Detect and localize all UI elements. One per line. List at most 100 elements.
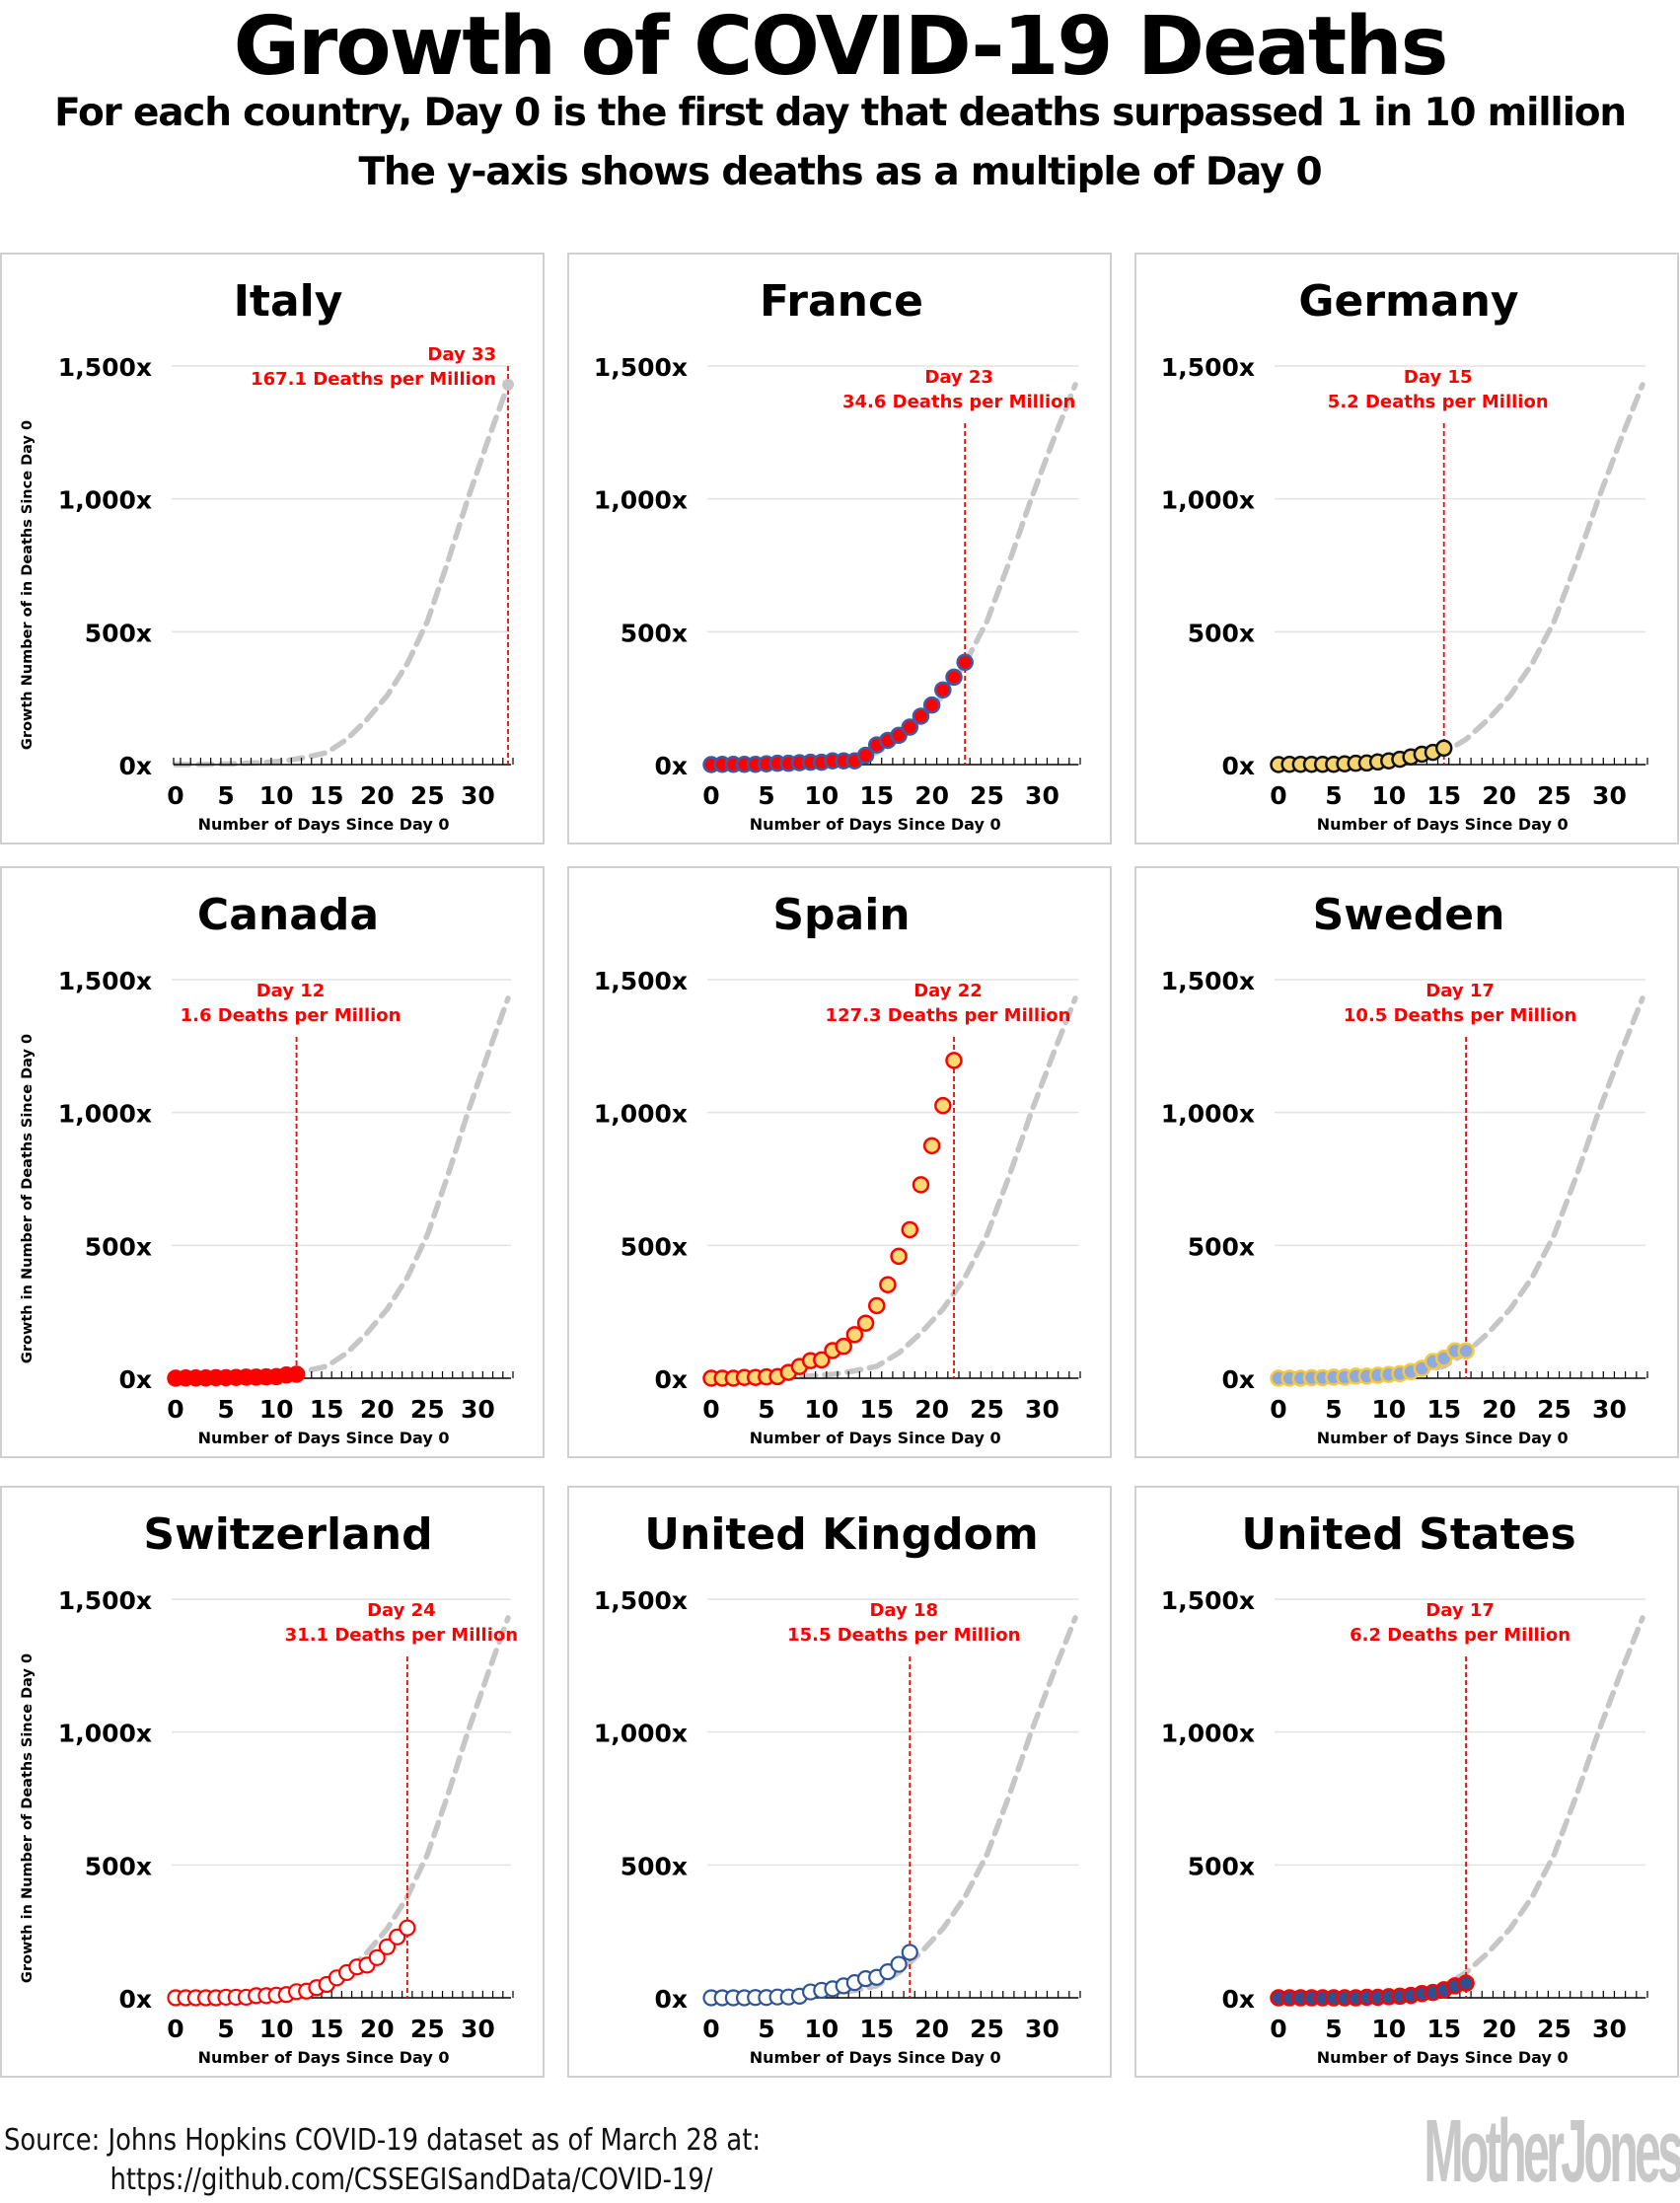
y-tick-label: 1,500x <box>594 967 688 995</box>
y-tick-label: 0x <box>1221 1365 1255 1394</box>
x-tick-label: 5 <box>1325 1395 1342 1424</box>
data-point <box>845 1326 864 1344</box>
y-tick-label: 0x <box>118 1985 152 2014</box>
y-tick-label: 1,000x <box>58 1720 152 1748</box>
data-point <box>901 718 919 736</box>
x-axis-title: Number of Days Since Day 0 <box>750 1429 1001 1447</box>
x-tick-label: 10 <box>259 2015 294 2043</box>
x-tick-label: 30 <box>1025 781 1059 810</box>
x-tick-label: 5 <box>217 781 234 810</box>
x-tick-label: 0 <box>1270 1395 1286 1424</box>
data-point <box>856 1314 875 1332</box>
x-tick-label: 20 <box>360 781 395 810</box>
chart-panel-canada: Canada 0x 500x 1,000x 1,500x Growth in Number… <box>0 866 545 1458</box>
annotation-day: Day 18 <box>869 1600 938 1621</box>
annotation-day: Day 17 <box>1425 1600 1495 1621</box>
source-text: Source: Johns Hopkins COVID-19 dataset a… <box>4 2123 762 2158</box>
x-axis-title: Number of Days Since Day 0 <box>198 2048 450 2067</box>
y-tick-label: 1,000x <box>1161 1100 1255 1129</box>
x-tick-label: 10 <box>259 1395 294 1424</box>
x-tick-label: 10 <box>804 1395 839 1424</box>
y-axis-title: Growth Number of in Deaths Since Day 0 <box>20 420 36 750</box>
panel-title: Sweden <box>1313 890 1505 940</box>
x-tick-label: 25 <box>970 1395 1004 1424</box>
annotation-deaths-per-million: 10.5 Deaths per Million <box>1344 1005 1576 1026</box>
x-tick-label: 10 <box>259 781 294 810</box>
chart-panel-united-kingdom: United Kingdom 0x 500x 1,000x 1,500x 0 5 10 15 20… <box>567 1486 1112 2078</box>
x-tick-label: 5 <box>217 2015 234 2043</box>
x-tick-label: 15 <box>1426 1395 1461 1424</box>
source-url[interactable]: https://github.com/CSSEGISandData/COVID-… <box>110 2163 713 2197</box>
data-point <box>912 707 930 725</box>
annotation-day: Day 24 <box>367 1600 436 1621</box>
x-tick-label: 15 <box>859 1395 894 1424</box>
annotation-deaths-per-million: 1.6 Deaths per Million <box>181 1005 402 1026</box>
chart-svg-united-kingdom: United Kingdom 0x 500x 1,000x 1,500x 0 5 10 15 20… <box>594 1509 1081 2067</box>
data-point <box>368 1948 386 1966</box>
data-point <box>1457 1974 1475 1992</box>
x-tick-label: 30 <box>1025 1395 1059 1424</box>
x-tick-label: 10 <box>1371 2015 1406 2043</box>
italy-reference-curve <box>708 995 1078 1381</box>
y-tick-label: 1,000x <box>594 486 688 515</box>
italy-reference-curve <box>173 995 511 1381</box>
x-tick-label: 25 <box>410 1395 445 1424</box>
x-tick-label: 30 <box>1592 781 1627 810</box>
x-axis-title: Number of Days Since Day 0 <box>198 815 450 834</box>
panel-title: Italy <box>234 276 343 327</box>
chart-svg-italy: Italy 0x 500x 1,000x 1,500x Growth Number of … <box>20 276 514 834</box>
annotation-deaths-per-million: 5.2 Deaths per Million <box>1328 392 1549 412</box>
y-tick-label: 500x <box>1188 1852 1255 1880</box>
x-tick-label: 0 <box>167 1395 183 1424</box>
x-tick-label: 5 <box>758 1395 774 1424</box>
y-tick-label: 1,500x <box>1161 353 1255 382</box>
x-axis-title: Number of Days Since Day 0 <box>1317 2048 1569 2067</box>
y-tick-label: 500x <box>85 1852 152 1880</box>
italy-reference-curve <box>173 1615 511 2001</box>
data-point <box>934 1096 952 1115</box>
y-tick-label: 1,000x <box>1161 486 1255 515</box>
x-tick-label: 5 <box>1325 2015 1342 2043</box>
annotation-day: Day 22 <box>913 981 983 1001</box>
main-title: Growth of COVID-19 Deaths <box>233 0 1449 94</box>
data-point <box>867 1296 886 1315</box>
y-tick-label: 0x <box>1221 752 1255 780</box>
chart-panel-sweden: Sweden 0x 500x 1,000x 1,500x 0 5 10 15 20 25 30 Numb… <box>1134 866 1679 1458</box>
x-tick-label: 5 <box>217 1395 234 1424</box>
y-tick-label: 500x <box>85 1232 152 1261</box>
panel-title: France <box>760 276 923 327</box>
x-axis-title: Number of Days Since Day 0 <box>750 2048 1001 2067</box>
chart-svg-spain: Spain 0x 500x 1,000x 1,500x 0 5 10 15 20 25 30 Numbe… <box>594 890 1081 1447</box>
chart-svg-sweden: Sweden 0x 500x 1,000x 1,500x 0 5 10 15 20 25 30 Numb… <box>1161 890 1648 1447</box>
panel-title: United Kingdom <box>644 1509 1038 1560</box>
data-point <box>502 378 514 391</box>
chart-panel-united-states: United States 0x 500x 1,000x 1,500x 0 5 10 15 20 2… <box>1134 1486 1679 2078</box>
italy-reference-curve <box>708 382 1078 768</box>
panel-title: Canada <box>197 890 379 940</box>
x-tick-label: 15 <box>1426 781 1461 810</box>
x-tick-label: 25 <box>410 2015 445 2043</box>
data-point <box>956 653 974 672</box>
data-point <box>945 668 963 687</box>
y-axis-title: Growth in Number of Deaths Since Day 0 <box>20 1653 36 1983</box>
x-tick-label: 0 <box>702 781 719 810</box>
y-tick-label: 1,500x <box>58 353 152 382</box>
data-point <box>922 1137 941 1155</box>
annotation-deaths-per-million: 167.1 Deaths per Million <box>251 369 496 390</box>
data-point <box>890 1955 908 1973</box>
data-point <box>890 1247 908 1266</box>
x-tick-label: 10 <box>1371 1395 1406 1424</box>
y-tick-label: 500x <box>1188 619 1255 647</box>
data-point <box>835 1337 852 1356</box>
x-tick-label: 20 <box>1482 1395 1516 1424</box>
panel-title: Spain <box>772 890 910 940</box>
y-tick-label: 500x <box>621 619 688 647</box>
y-tick-label: 0x <box>654 1985 688 2014</box>
mother-jones-logo: MotherJones <box>1423 2100 1680 2201</box>
x-tick-label: 0 <box>702 1395 719 1424</box>
chart-panel-switzerland: Switzerland 0x 500x 1,000x 1,500x Growth in N… <box>0 1486 545 2078</box>
data-point <box>856 746 875 765</box>
x-tick-label: 0 <box>1270 781 1286 810</box>
x-tick-label: 25 <box>970 781 1004 810</box>
y-tick-label: 1,500x <box>594 1586 688 1615</box>
